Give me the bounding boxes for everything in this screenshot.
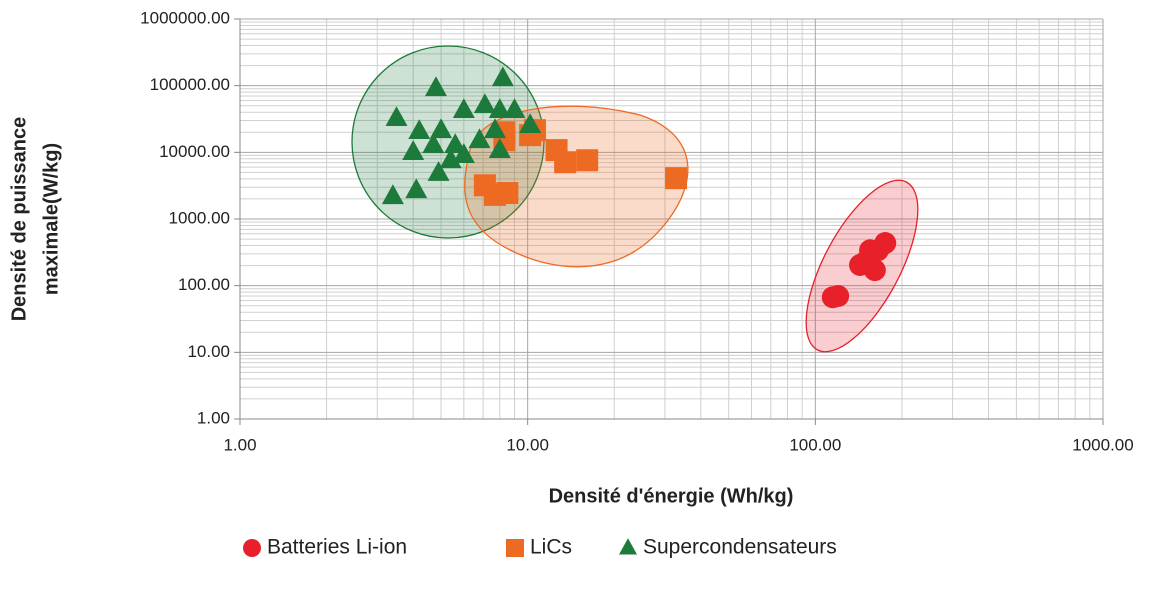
legend-marker	[506, 539, 524, 557]
point	[484, 118, 507, 139]
point	[405, 178, 428, 199]
legend-label: Supercondensateurs	[643, 536, 837, 559]
x-tick-label: 1.00	[223, 435, 256, 454]
x-tick-label: 1000.00	[1072, 435, 1133, 454]
legend-marker	[243, 539, 261, 557]
lic-region	[464, 105, 689, 268]
point	[408, 119, 431, 140]
point	[491, 66, 514, 87]
y-tick-label: 1000.00	[169, 208, 230, 227]
point	[430, 118, 453, 139]
y-tick-label: 100.00	[178, 275, 230, 294]
point	[427, 161, 450, 181]
point	[503, 98, 526, 119]
point	[866, 239, 889, 262]
y-tick-label: 10000.00	[159, 142, 230, 161]
point	[452, 143, 475, 163]
point	[381, 184, 404, 205]
point	[439, 148, 462, 169]
legend-marker	[619, 538, 637, 555]
point	[444, 133, 467, 154]
point	[821, 286, 844, 309]
y-tick-label: 10.00	[187, 342, 230, 361]
point	[452, 98, 475, 119]
x-tick-label: 10.00	[506, 435, 549, 454]
x-tick-label: 100.00	[789, 435, 841, 454]
x-axis-title: Densité d'énergie (Wh/kg)	[549, 485, 794, 507]
point	[554, 151, 577, 174]
point	[488, 98, 511, 119]
y-tick-label: 1000000.00	[140, 8, 230, 27]
point	[519, 113, 542, 134]
point	[665, 167, 688, 190]
point	[468, 128, 491, 149]
y-tick-label: 100000.00	[150, 75, 230, 94]
y-axis-title: Densité de puissance	[8, 117, 30, 322]
point	[473, 93, 496, 114]
point	[402, 140, 425, 160]
legend-label: LiCs	[530, 536, 572, 559]
point	[576, 149, 599, 172]
point	[422, 133, 445, 154]
point	[488, 138, 511, 159]
y-tick-label: 1.00	[197, 408, 230, 427]
point	[424, 76, 447, 97]
y-axis-title: maximale(W/kg)	[40, 143, 62, 295]
legend-label: Batteries Li-ion	[267, 536, 407, 559]
point	[385, 106, 408, 127]
point	[496, 182, 519, 205]
